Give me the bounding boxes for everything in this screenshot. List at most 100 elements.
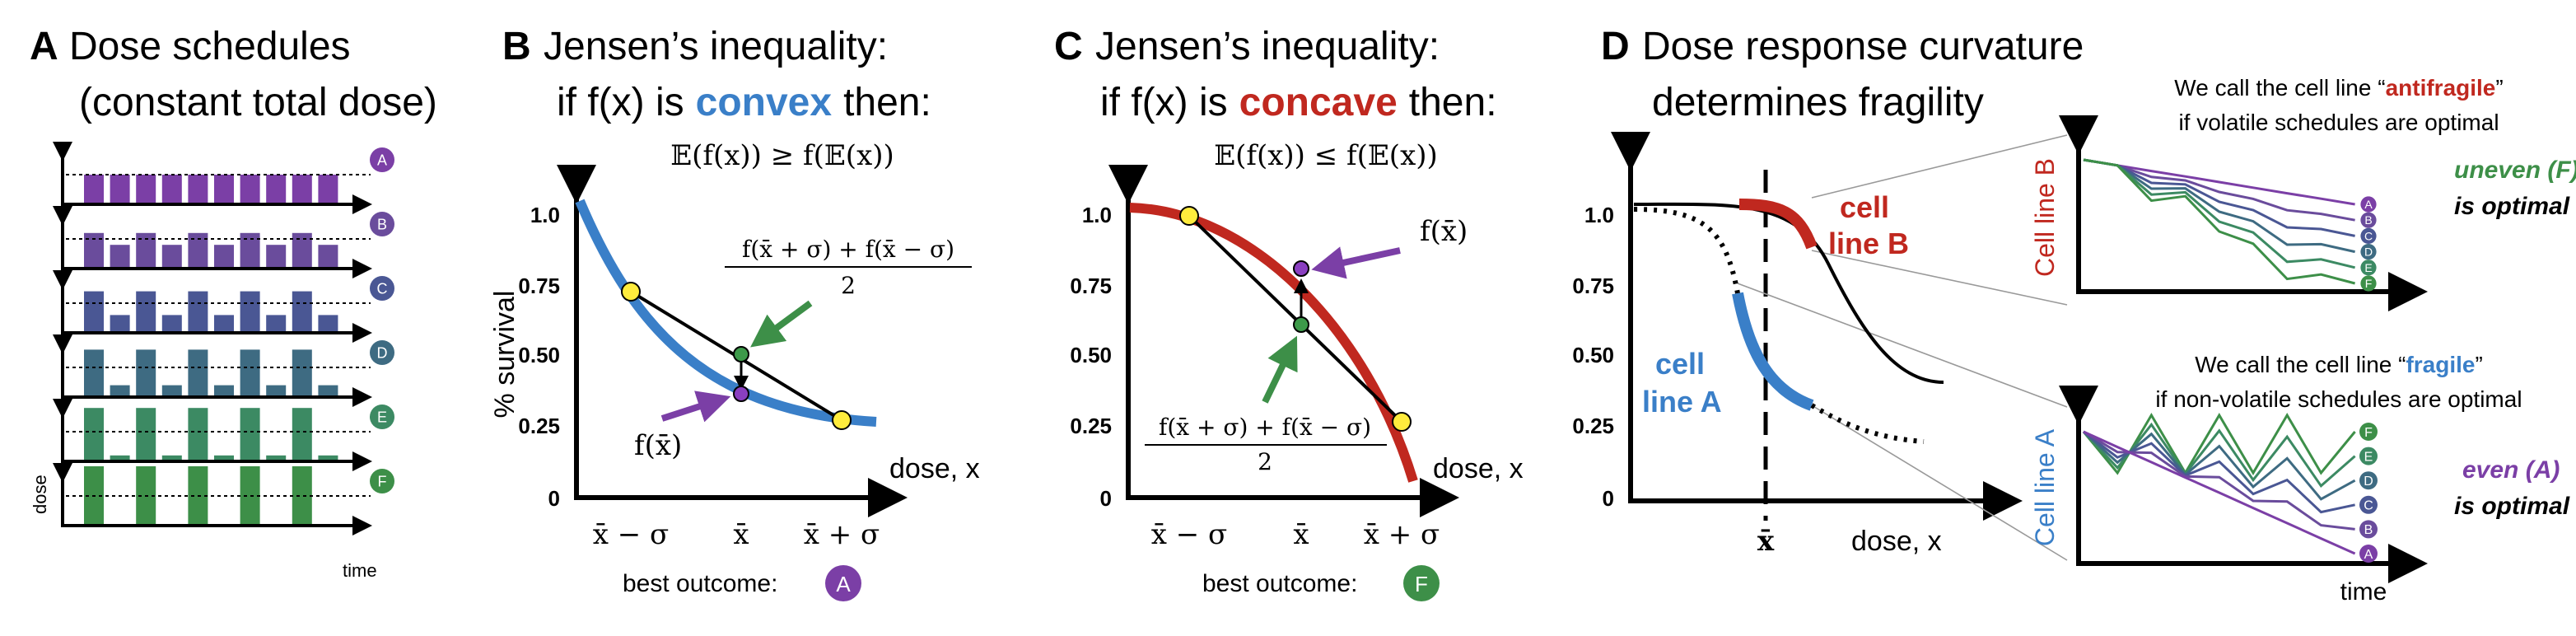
- dose-bar: [214, 385, 234, 397]
- inequality: 𝔼(f(x)) ≥ f(𝔼(x)): [670, 139, 894, 172]
- dose-bar: [240, 408, 260, 461]
- dose-bar: [318, 175, 338, 204]
- verdict: is optimal: [2454, 493, 2570, 520]
- dose-bar: [318, 315, 338, 333]
- inset-x-label: time: [2340, 578, 2387, 606]
- dose-bar: [161, 315, 182, 333]
- schedule-label: B: [2364, 213, 2372, 227]
- schedule-trajectory: [2083, 430, 2356, 555]
- panel-b: B Jensen’s inequality: if f(x) is convex t…: [489, 25, 980, 601]
- outcome-label: best outcome:: [1202, 570, 1357, 597]
- schedule-trajectory: [2082, 413, 2356, 475]
- curve-label: cell: [1840, 190, 1889, 224]
- dose-bar: [318, 385, 338, 397]
- dose-bar: [266, 245, 287, 269]
- verdict: uneven (F): [2454, 157, 2576, 184]
- point: [832, 410, 852, 430]
- verdict: even (A): [2462, 456, 2560, 484]
- panel-a: A Dose schedules (constant total dose) d…: [30, 25, 437, 581]
- y-tick-label: 0.25: [1572, 414, 1614, 438]
- schedule-label: F: [2364, 426, 2373, 440]
- dose-bar: [161, 175, 182, 204]
- dose-bar: [188, 175, 208, 204]
- curve-label: line A: [1642, 385, 1722, 419]
- y-tick-label: 0.50: [1572, 343, 1614, 367]
- schedule-badge: [2360, 212, 2377, 228]
- curve-b-highlight: [1738, 199, 1818, 250]
- panel-subtitle: if f(x) is concave then:: [1100, 81, 1497, 124]
- schedule-label: D: [2364, 475, 2373, 489]
- schedule-label: A: [2364, 548, 2373, 562]
- x-label: dose, x: [889, 453, 980, 484]
- panel-d: D Dose response curvature determines fra…: [1572, 25, 2576, 606]
- schedule-badge: [370, 469, 394, 493]
- panel-letter: C: [1054, 25, 1083, 68]
- x-tick-label: x̄ + σ: [1364, 518, 1440, 551]
- y-tick-label: 0: [548, 486, 560, 511]
- convex-curve: [575, 199, 877, 427]
- dose-bar: [161, 245, 182, 269]
- panel-c: C Jensen’s inequality: if f(x) is concave…: [1054, 25, 1524, 601]
- schedule-badge: [370, 340, 394, 365]
- point-label: f(x̄): [634, 429, 682, 462]
- schedule-label: A: [2364, 198, 2373, 211]
- panel-title: Dose response curvature: [1642, 25, 2084, 68]
- row-axes: [53, 334, 372, 407]
- schedule-label: C: [377, 280, 388, 297]
- dose-bar: [214, 245, 234, 269]
- dose-bar: [84, 175, 104, 204]
- dose-bar: [318, 245, 338, 269]
- dose-bar: [266, 385, 287, 397]
- panel-letter: A: [30, 25, 58, 68]
- outcome-label: best outcome:: [623, 570, 777, 597]
- schedule-badge: [2359, 471, 2378, 490]
- dose-bar: [84, 291, 104, 333]
- x-label: dose, x: [1433, 453, 1524, 484]
- y-tick-label: 0.50: [518, 343, 560, 367]
- schedule-label: D: [2364, 246, 2373, 259]
- panel-title: Jensen’s inequality:: [1095, 25, 1440, 68]
- point: [1179, 206, 1199, 226]
- connectors: [1737, 134, 2068, 561]
- dose-bar: [292, 232, 312, 269]
- fraction-numerator: f(x̄ + σ) + f(x̄ − σ): [1159, 414, 1371, 441]
- axes: [1611, 132, 2023, 521]
- y-tick-label: 0.75: [1572, 274, 1614, 298]
- outcome: A: [836, 572, 851, 596]
- x-label: dose, x: [1851, 526, 1942, 557]
- curve-a: [1633, 207, 1740, 294]
- dose-bar: [214, 175, 234, 204]
- schedule-trajectory: [2083, 158, 2355, 222]
- dose-bar: [240, 291, 260, 333]
- curve-a: [1810, 403, 1925, 444]
- schedule-label: B: [2364, 523, 2373, 537]
- schedule-trajectory: [2083, 158, 2355, 269]
- x-tick-label: x̄ + σ: [804, 518, 880, 551]
- mean-point: [1293, 316, 1309, 333]
- dose-bar: [266, 315, 287, 333]
- dose-bar: [188, 291, 208, 333]
- schedule-badge: [2359, 423, 2378, 441]
- row-axes: [53, 399, 372, 471]
- schedule-label: C: [2364, 229, 2373, 242]
- dose-bar: [188, 408, 208, 461]
- dose-bar: [110, 385, 130, 397]
- panel-title: Dose schedules: [69, 25, 351, 68]
- inset-y-label: Cell line B: [2030, 158, 2060, 277]
- x-tick-label: x̄: [733, 518, 749, 551]
- schedule-trajectory: [2082, 430, 2356, 501]
- point: [621, 282, 641, 302]
- y-tick-label: 1.0: [530, 203, 560, 227]
- caption: if volatile schedules are optimal: [2178, 110, 2499, 135]
- dose-bar: [188, 349, 208, 397]
- schedule-badge: [2360, 275, 2377, 292]
- schedule-label: E: [2364, 450, 2373, 464]
- mean-point: [733, 346, 749, 362]
- fraction-numerator: f(x̄ + σ) + f(x̄ − σ): [742, 236, 954, 263]
- schedule-badge: [370, 212, 394, 236]
- fraction-denominator: 2: [1258, 448, 1272, 475]
- schedule-badge: [2360, 260, 2377, 276]
- dose-bar: [292, 408, 312, 461]
- y-tick-label: 0: [1603, 486, 1614, 511]
